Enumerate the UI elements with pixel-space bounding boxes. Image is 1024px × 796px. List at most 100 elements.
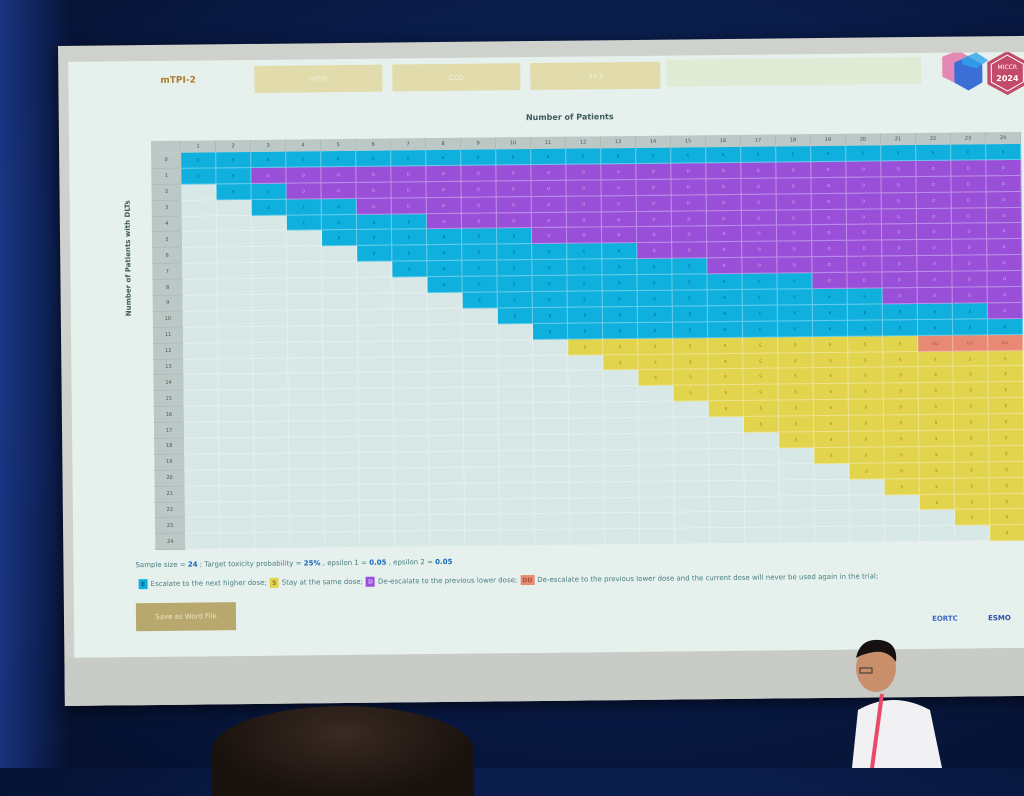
tab-mtpi[interactable]: mTPI xyxy=(254,64,383,93)
y-axis-title: Number of Patients with DLTs xyxy=(123,200,133,317)
decision-cell: E xyxy=(742,321,779,338)
decision-cell: D xyxy=(951,176,987,193)
decision-cell: E xyxy=(286,214,322,232)
save-word-button[interactable]: Save as Word File xyxy=(135,602,237,632)
decision-cell xyxy=(288,421,325,438)
decision-cell: E xyxy=(602,322,639,339)
decision-cell: E xyxy=(812,304,848,321)
decision-cell xyxy=(287,278,323,295)
decision-cell: D xyxy=(952,271,988,288)
decision-cell: E xyxy=(496,228,533,245)
decision-cell xyxy=(184,486,220,503)
column-header: 15 xyxy=(670,135,707,148)
decision-cell: D xyxy=(321,166,357,184)
decision-cell: D xyxy=(461,197,497,214)
decision-cell xyxy=(568,354,604,372)
row-header: 10 xyxy=(152,311,183,328)
decision-cell xyxy=(394,483,430,501)
decision-cell: E xyxy=(391,229,428,246)
decision-cell: S xyxy=(814,431,850,449)
decision-cell: S xyxy=(919,478,955,495)
decision-cell xyxy=(322,262,358,279)
decision-cell: D xyxy=(882,240,918,257)
cube-logo-icon xyxy=(942,51,989,91)
decision-cell: D xyxy=(987,255,1023,272)
decision-cell xyxy=(183,374,219,392)
decision-cell: S xyxy=(849,447,885,464)
decision-cell xyxy=(498,419,535,436)
decision-cell xyxy=(392,324,429,342)
decision-cell xyxy=(569,450,605,467)
decision-cell: E xyxy=(741,146,777,163)
decision-cell: E xyxy=(497,260,533,277)
decision-cell: D xyxy=(706,194,742,211)
decision-cell xyxy=(217,263,253,280)
decision-cell: S xyxy=(919,494,955,511)
decision-cell: D xyxy=(951,207,987,225)
decision-cell: D xyxy=(881,176,917,194)
decision-cell xyxy=(357,325,394,342)
decision-cell: S xyxy=(953,414,990,431)
column-header: 13 xyxy=(600,135,637,149)
decision-cell: E xyxy=(427,245,463,262)
decision-cell: S xyxy=(638,338,674,355)
decision-cell xyxy=(673,417,710,434)
projection-screen: mTPI-2 mTPI CCD 3+3 MICCR 2024 Number of… xyxy=(58,35,1024,706)
decision-cell: S xyxy=(848,367,884,385)
decision-cell xyxy=(181,215,217,233)
decision-cell xyxy=(745,527,781,545)
decision-cell xyxy=(252,326,289,343)
decision-cell: S xyxy=(708,337,744,354)
x-axis-title: Number of Patients xyxy=(525,112,614,123)
tab-ccd[interactable]: CCD xyxy=(392,63,521,92)
decision-cell: S xyxy=(953,350,989,368)
decision-cell xyxy=(499,466,535,484)
decision-cell: D xyxy=(566,227,603,245)
decision-cell: S xyxy=(883,383,919,400)
decision-cell: E xyxy=(251,183,287,200)
decision-cell xyxy=(182,295,218,312)
decision-cell: S xyxy=(884,462,920,480)
decision-cell xyxy=(849,479,885,496)
decision-cell xyxy=(885,526,921,543)
decision-cell: S xyxy=(954,430,990,447)
decision-cell xyxy=(393,356,429,373)
decision-cell: S xyxy=(813,384,849,401)
column-header: 8 xyxy=(425,137,462,151)
decision-cell xyxy=(920,526,956,543)
decision-cell: S xyxy=(603,354,639,371)
column-header: 10 xyxy=(495,137,532,150)
column-header: 17 xyxy=(740,134,777,147)
decision-cell: E xyxy=(672,258,708,275)
decision-cell xyxy=(394,499,430,516)
decision-cell: S xyxy=(813,336,849,353)
decision-cell: E xyxy=(532,275,568,293)
decision-cell: D xyxy=(916,208,952,225)
app-title: mTPI-2 xyxy=(160,75,196,86)
decision-cell xyxy=(463,371,499,389)
decision-cell: S xyxy=(708,385,744,402)
decision-cell: D xyxy=(987,271,1023,288)
decision-cell xyxy=(674,433,710,450)
decision-cell: D xyxy=(917,287,953,304)
decision-cell: D xyxy=(566,211,602,229)
decision-cell xyxy=(569,497,605,515)
decision-cell xyxy=(429,515,466,532)
decision-cell: S xyxy=(919,462,955,479)
decision-cell xyxy=(604,513,641,530)
row-header: 3 xyxy=(151,200,182,217)
tab-3plus3[interactable]: 3+3 xyxy=(530,61,661,91)
decision-cell xyxy=(182,247,218,264)
decision-cell: D xyxy=(636,195,672,212)
decision-cell: D xyxy=(741,225,778,243)
row-header: 5 xyxy=(151,232,183,249)
decision-cell xyxy=(428,404,464,421)
decision-cell: S xyxy=(884,431,920,448)
decision-cell: S xyxy=(778,416,815,433)
decision-cell xyxy=(220,533,256,550)
decision-cell: S xyxy=(603,338,639,355)
decision-cell xyxy=(498,371,534,388)
decision-cell: D xyxy=(846,177,882,194)
badge-line2: 2024 xyxy=(996,74,1019,83)
decision-cell: E xyxy=(777,320,814,338)
